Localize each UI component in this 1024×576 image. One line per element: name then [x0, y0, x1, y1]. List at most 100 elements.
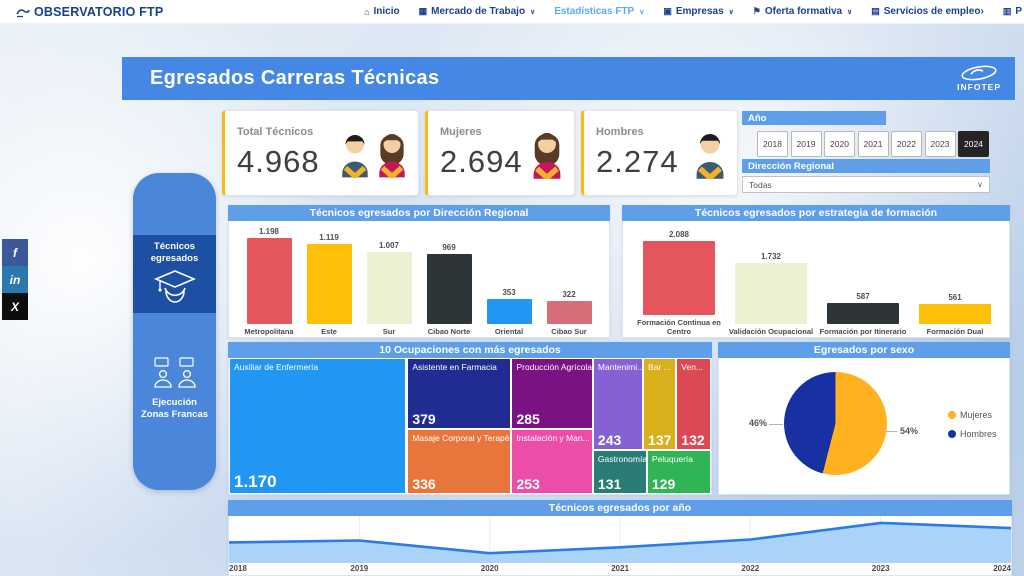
bar-value-label: 561 — [948, 293, 962, 302]
bar-shape[interactable] — [919, 304, 991, 324]
social-x-button[interactable]: X — [2, 293, 28, 320]
kpi-label: Mujeres — [440, 126, 482, 138]
brand-logo-icon — [16, 8, 30, 17]
treemap-block-instalacion-y-man[interactable]: Instalación y Man... 253 — [511, 429, 593, 494]
nav-item-oferta-formativa[interactable]: ⚑ Oferta formativa ∨ — [753, 6, 852, 17]
sidebar-item-ejecucion-zonas-francas[interactable]: Ejecución Zonas Francas — [133, 356, 216, 446]
infotep-logo: INFOTEP — [957, 65, 1001, 92]
x-axis-label-2022: 2022 — [741, 564, 760, 573]
treemap-block-gastronomia[interactable]: Gastronomía 131 — [592, 450, 647, 494]
pie-shape[interactable] — [784, 372, 887, 475]
treemap-block-value: 253 — [516, 475, 540, 492]
nav-item-estadisticas-ftp[interactable]: Estadísticas FTP ∨ — [554, 6, 644, 17]
brand-observatorio-ftp[interactable]: OBSERVATORIO FTP — [16, 5, 163, 19]
x-axis-label-2024: 2024 — [993, 564, 1011, 573]
nav-item-label: Servicios de empleo› — [883, 6, 984, 17]
chart-title-region: Técnicos egresados por Dirección Regiona… — [228, 205, 610, 221]
treemap-block-produccion-agricola[interactable]: Producción Agrícola 285 — [511, 358, 593, 430]
bar-value-label: 587 — [856, 292, 870, 301]
bar-category-label: Este — [321, 327, 337, 336]
treemap-block-mantenimi[interactable]: Mantenimi... 243 — [592, 358, 644, 451]
region-filter-header: Dirección Regional — [742, 159, 990, 173]
chart-panel-sex: Egresados por sexo 46% 54% Mujeres Hombre… — [718, 342, 1010, 495]
treemap-block-masaje-corporal-y-terape[interactable]: Masaje Corporal y Terapé... 336 — [407, 429, 512, 494]
social-facebook-button[interactable]: f — [2, 239, 28, 266]
social-linkedin-button[interactable]: in — [2, 266, 28, 293]
bar-formacion-dual[interactable]: 561 Formación Dual — [909, 224, 1001, 336]
x-axis-label-2020: 2020 — [480, 564, 499, 573]
nav-item-p[interactable]: ▥ P — [1003, 6, 1022, 17]
bar-shape[interactable] — [643, 241, 715, 315]
legend-dot-icon — [948, 411, 956, 419]
treemap-block-value: 1.170 — [234, 472, 277, 491]
legend-item-hombres[interactable]: Hombres — [948, 429, 997, 439]
sidebar-item-tecnicos-egresados[interactable]: Técnicos egresados — [133, 235, 216, 313]
year-filter-header: Año — [742, 111, 886, 125]
bar-shape[interactable] — [306, 244, 352, 324]
bar-shape[interactable] — [735, 263, 807, 324]
bar-value-label: 2.088 — [668, 230, 690, 239]
bar-formacion-por-itinerario[interactable]: 587 Formación por Itinerario — [817, 224, 909, 336]
pie-legend: Mujeres Hombres — [948, 410, 997, 439]
treemap-block-ven[interactable]: Ven... 132 — [676, 358, 711, 451]
year-button-2020[interactable]: 2020 — [824, 131, 855, 157]
year-button-2023[interactable]: 2023 — [924, 131, 956, 157]
graduate-woman-icon — [528, 127, 566, 179]
bar-este[interactable]: 1.119 Este — [301, 224, 357, 336]
chart-title-occupations: 10 Ocupaciones con más egresados — [228, 342, 712, 358]
bar-category-label: Oriental — [494, 327, 524, 336]
treemap-block-bar[interactable]: Bar ... 137 — [643, 358, 677, 451]
bar-shape[interactable] — [366, 252, 412, 324]
nav-item-empresas[interactable]: ▣ Empresas ∨ — [663, 6, 733, 17]
nav-item-servicios-de-empleo[interactable]: ▤ Servicios de empleo› — [871, 6, 984, 17]
year-button-2019[interactable]: 2019 — [790, 131, 822, 157]
treemap-block-label: Gastronomía — [597, 454, 647, 465]
chart-panel-strategy: Técnicos egresados por estrategia de for… — [622, 205, 1010, 338]
home-icon: ⌂ — [364, 6, 370, 17]
treemap-block-asistente-en-farmacia[interactable]: Asistente en Farmacia 379 — [407, 358, 512, 430]
treemap-block-peluqueria[interactable]: Peluquería 129 — [646, 450, 711, 494]
bar-cibao-norte[interactable]: 969 Cibao Norte — [421, 224, 477, 336]
pie-label-hombres-pct: 46% — [749, 418, 768, 428]
treemap-block-value: 131 — [597, 475, 622, 492]
sidebar-item-label: Técnicos egresados — [150, 241, 199, 264]
dashboard-title-banner: Egresados Carreras Técnicas INFOTEP — [122, 57, 1015, 100]
infotep-logo-text: INFOTEP — [957, 82, 1001, 93]
bar-oriental[interactable]: 353 Oriental — [481, 224, 537, 336]
bar-value-label: 1.732 — [760, 252, 782, 261]
graduates-pair-icon — [337, 128, 410, 178]
year-button-2024[interactable]: 2024 — [958, 131, 989, 157]
services-icon: ▤ — [871, 6, 880, 16]
social-share-rail: f in X — [2, 239, 28, 320]
region-dropdown[interactable]: Todas ∨ — [742, 176, 990, 193]
year-button-2018[interactable]: 2018 — [757, 131, 788, 157]
bar-metropolitana[interactable]: 1.198 Metropolitana — [241, 224, 297, 336]
bar-cibao-sur[interactable]: 322 Cibao Sur — [541, 224, 597, 336]
treemap-block-value: 243 — [597, 432, 622, 449]
treemap-block-value: 137 — [648, 432, 672, 449]
bar-shape[interactable] — [546, 301, 592, 324]
chart-panel-by-year: Técnicos egresados por año 2018 2019 2020 2… — [228, 500, 1012, 576]
bar-shape[interactable] — [827, 303, 899, 324]
bar-validacion-ocupacional[interactable]: 1.732 Validación Ocupacional — [725, 224, 817, 336]
bar-shape[interactable] — [246, 238, 292, 324]
bar-shape[interactable] — [486, 299, 532, 324]
treemap-block-label: Auxiliar de Enfermería — [234, 362, 319, 372]
bar-sur[interactable]: 1.007 Sur — [361, 224, 417, 336]
top-navbar: OBSERVATORIO FTP ⌂ Inicio ▦ Mercado de Trab… — [0, 0, 1024, 24]
chevron-down-icon: ∨ — [728, 8, 734, 16]
treemap-block-auxiliar-de-enfermeria[interactable]: Auxiliar de Enfermería 1.170 — [229, 358, 407, 494]
nav-item-mercado-de-trabajo[interactable]: ▦ Mercado de Trabajo ∨ — [419, 6, 536, 17]
chart-title-strategy: Técnicos egresados por estrategia de for… — [622, 205, 1010, 221]
chevron-down-icon: ∨ — [639, 8, 645, 16]
area-chart-x-axis: 2018 2019 2020 2021 2022 2023 2024 — [229, 563, 1011, 575]
year-button-2021[interactable]: 2021 — [857, 131, 889, 157]
nav-item-inicio[interactable]: ⌂ Inicio — [364, 6, 400, 17]
chart-title-by-year: Técnicos egresados por año — [228, 500, 1012, 516]
bar-category-label: Formación Continua en Centro — [637, 318, 721, 336]
legend-item-mujeres[interactable]: Mujeres — [948, 410, 997, 420]
bar-formacion-continua-en-centro[interactable]: 2.088 Formación Continua en Centro — [633, 224, 725, 336]
bar-shape[interactable] — [426, 254, 472, 324]
year-button-2022[interactable]: 2022 — [891, 131, 922, 157]
treemap-block-value: 336 — [412, 475, 436, 492]
